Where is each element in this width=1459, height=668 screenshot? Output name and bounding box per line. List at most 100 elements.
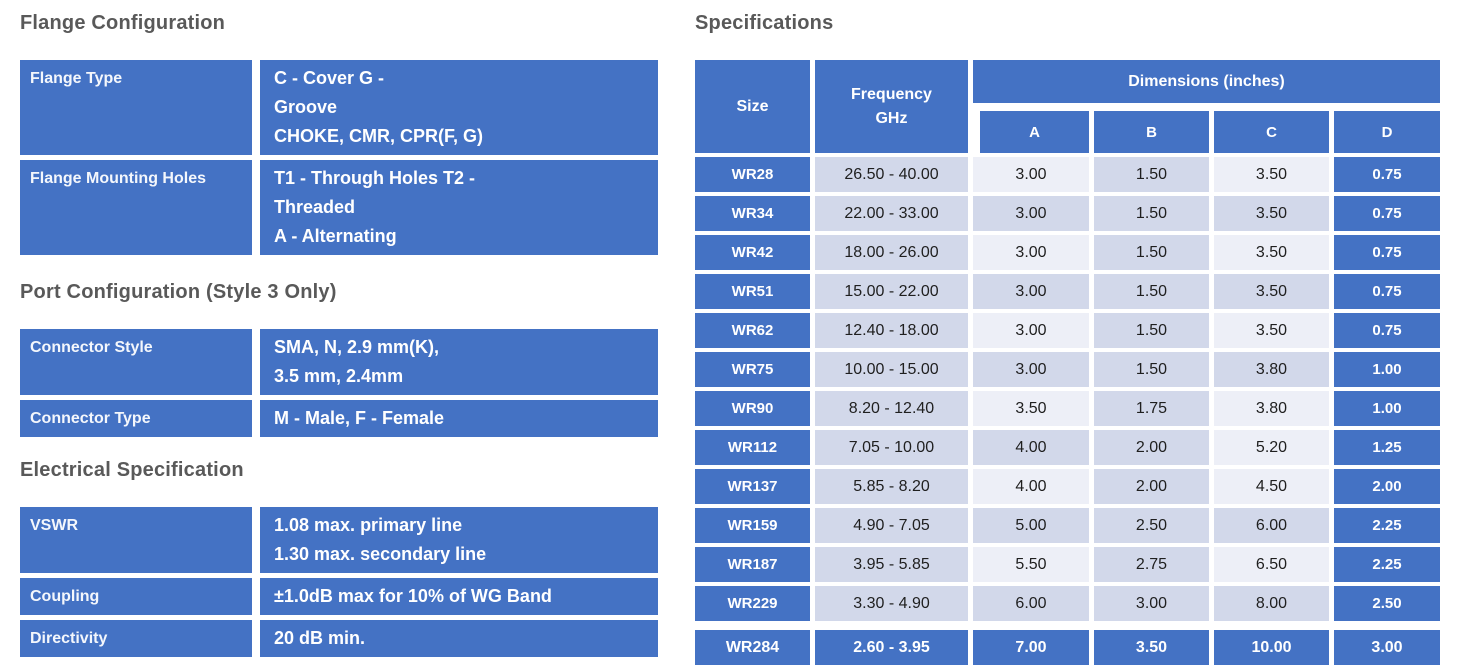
dim-a-cell: 3.00: [973, 274, 1089, 309]
dim-a-cell: 6.00: [973, 586, 1089, 621]
dim-b-cell: 1.50: [1094, 352, 1209, 387]
dim-d-cell: 3.00: [1334, 630, 1440, 665]
frequency-cell: 2.60 - 3.95: [815, 630, 968, 665]
dim-b-cell: 2.00: [1094, 469, 1209, 504]
dim-a-cell: 3.50: [973, 391, 1089, 426]
frequency-cell: 18.00 - 26.00: [815, 235, 968, 270]
dim-b-cell: 1.50: [1094, 313, 1209, 348]
right-panel: Specifications Size Frequency GHz Dimens…: [695, 0, 1442, 665]
left-panel: Flange Configuration Flange Type C - Cov…: [20, 0, 658, 657]
dim-c-cell: 3.50: [1214, 235, 1329, 270]
frequency-cell: 7.05 - 10.00: [815, 430, 968, 465]
kv-value-connector-style: SMA, N, 2.9 mm(K), 3.5 mm, 2.4mm: [260, 329, 658, 395]
dim-c-cell: 5.20: [1214, 430, 1329, 465]
dim-c-cell: 3.50: [1214, 196, 1329, 231]
dim-d-cell: 0.75: [1334, 235, 1440, 270]
dim-a-cell: 5.50: [973, 547, 1089, 582]
dim-d-cell: 2.50: [1334, 586, 1440, 621]
size-cell: WR75: [695, 352, 810, 387]
kv-value-connector-type: M - Male, F - Female: [260, 400, 658, 437]
size-cell: WR62: [695, 313, 810, 348]
kv-label-connector-type: Connector Type: [20, 400, 252, 437]
dim-a-cell: 3.00: [973, 352, 1089, 387]
frequency-cell: 10.00 - 15.00: [815, 352, 968, 387]
dim-b-cell: 1.50: [1094, 196, 1209, 231]
dim-d-cell: 2.25: [1334, 508, 1440, 543]
dim-c-cell: 3.50: [1214, 313, 1329, 348]
dim-c-cell: 3.80: [1214, 352, 1329, 387]
dim-a-cell: 4.00: [973, 430, 1089, 465]
specifications-table: Size Frequency GHz Dimensions (inches) A…: [695, 60, 1442, 665]
size-cell: WR112: [695, 430, 810, 465]
kv-value-coupling: ±1.0dB max for 10% of WG Band: [260, 578, 658, 615]
size-cell: WR51: [695, 274, 810, 309]
dim-a-cell: 3.00: [973, 196, 1089, 231]
dim-d-cell: 0.75: [1334, 157, 1440, 192]
flange-configuration-heading: Flange Configuration: [20, 12, 226, 34]
frequency-cell: 12.40 - 18.00: [815, 313, 968, 348]
dim-d-cell: 1.25: [1334, 430, 1440, 465]
frequency-cell: 15.00 - 22.00: [815, 274, 968, 309]
size-cell: WR229: [695, 586, 810, 621]
dim-b-cell: 3.50: [1094, 630, 1209, 665]
dim-d-cell: 2.25: [1334, 547, 1440, 582]
electrical-specification-heading: Electrical Specification: [20, 459, 244, 481]
dim-b-cell: 3.00: [1094, 586, 1209, 621]
kv-label-connector-style: Connector Style: [20, 329, 252, 395]
frequency-cell: 3.30 - 4.90: [815, 586, 968, 621]
column-header-dimensions: Dimensions (inches): [973, 60, 1440, 103]
port-configuration-table: Connector Style SMA, N, 2.9 mm(K), 3.5 m…: [20, 329, 658, 437]
electrical-specification-table: VSWR 1.08 max. primary line 1.30 max. se…: [20, 507, 658, 657]
dim-c-cell: 3.80: [1214, 391, 1329, 426]
dim-c-cell: 4.50: [1214, 469, 1329, 504]
dim-d-cell: 0.75: [1334, 313, 1440, 348]
dim-d-cell: 2.00: [1334, 469, 1440, 504]
kv-value-flange-type: C - Cover G - Groove CHOKE, CMR, CPR(F, …: [260, 60, 658, 155]
size-cell: WR34: [695, 196, 810, 231]
column-header-d: D: [1334, 111, 1440, 153]
kv-value-vswr: 1.08 max. primary line 1.30 max. seconda…: [260, 507, 658, 573]
frequency-cell: 22.00 - 33.00: [815, 196, 968, 231]
specifications-heading: Specifications: [695, 12, 834, 34]
column-header-a: A: [980, 111, 1089, 153]
frequency-cell: 3.95 - 5.85: [815, 547, 968, 582]
size-cell: WR137: [695, 469, 810, 504]
dim-b-cell: 2.00: [1094, 430, 1209, 465]
kv-label-coupling: Coupling: [20, 578, 252, 615]
size-cell: WR159: [695, 508, 810, 543]
size-cell: WR42: [695, 235, 810, 270]
dim-c-cell: 6.00: [1214, 508, 1329, 543]
size-cell: WR28: [695, 157, 810, 192]
dim-b-cell: 1.75: [1094, 391, 1209, 426]
size-cell: WR90: [695, 391, 810, 426]
frequency-cell: 4.90 - 7.05: [815, 508, 968, 543]
flange-configuration-table: Flange Type C - Cover G - Groove CHOKE, …: [20, 60, 658, 255]
column-header-size: Size: [695, 60, 810, 153]
frequency-cell: 8.20 - 12.40: [815, 391, 968, 426]
dim-c-cell: 6.50: [1214, 547, 1329, 582]
dim-a-cell: 3.00: [973, 313, 1089, 348]
dim-d-cell: 0.75: [1334, 196, 1440, 231]
kv-value-flange-mounting-holes: T1 - Through Holes T2 - Threaded A - Alt…: [260, 160, 658, 255]
kv-label-directivity: Directivity: [20, 620, 252, 657]
dim-b-cell: 2.75: [1094, 547, 1209, 582]
dim-a-cell: 3.00: [973, 235, 1089, 270]
dim-a-cell: 5.00: [973, 508, 1089, 543]
frequency-cell: 26.50 - 40.00: [815, 157, 968, 192]
dim-b-cell: 2.50: [1094, 508, 1209, 543]
dim-b-cell: 1.50: [1094, 235, 1209, 270]
size-cell: WR284: [695, 630, 810, 665]
dim-c-cell: 8.00: [1214, 586, 1329, 621]
dim-d-cell: 1.00: [1334, 391, 1440, 426]
dim-c-cell: 3.50: [1214, 274, 1329, 309]
column-header-c: C: [1214, 111, 1329, 153]
column-header-b: B: [1094, 111, 1209, 153]
kv-label-flange-mounting-holes: Flange Mounting Holes: [20, 160, 252, 255]
size-cell: WR187: [695, 547, 810, 582]
kv-label-flange-type: Flange Type: [20, 60, 252, 155]
dim-a-cell: 3.00: [973, 157, 1089, 192]
kv-value-directivity: 20 dB min.: [260, 620, 658, 657]
dim-d-cell: 0.75: [1334, 274, 1440, 309]
dim-d-cell: 1.00: [1334, 352, 1440, 387]
dim-a-cell: 4.00: [973, 469, 1089, 504]
